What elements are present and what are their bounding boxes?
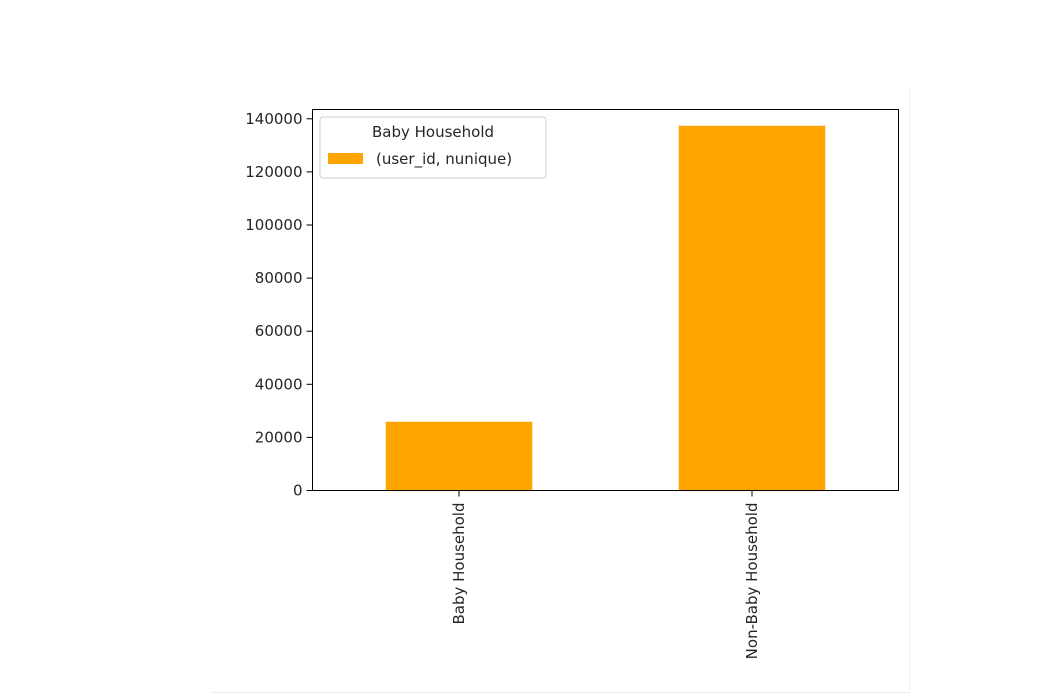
legend-title: Baby Household — [372, 123, 494, 141]
y-tick-label: 20000 — [255, 428, 303, 446]
y-tick-label: 140000 — [245, 110, 302, 128]
ticks-layer: 0 20000 40000 60000 80000 100000 120000 140000 B… — [245, 110, 761, 660]
y-tick-label: 40000 — [255, 375, 303, 393]
legend: Baby Household (user_id, nunique) — [319, 116, 547, 179]
bar — [385, 421, 533, 491]
legend-label: (user_id, nunique) — [376, 150, 512, 169]
x-tick-label: Non-Baby Household — [743, 503, 761, 660]
plot-frame — [312, 109, 899, 491]
y-tick-label: 60000 — [255, 322, 303, 340]
bars-layer — [385, 125, 826, 491]
y-tick-label: 80000 — [255, 269, 303, 287]
legend-swatch — [328, 153, 363, 164]
y-tick-label: 0 — [293, 482, 303, 500]
bar — [678, 125, 826, 491]
y-tick-label: 100000 — [245, 216, 302, 234]
y-tick-label: 120000 — [245, 163, 302, 181]
x-tick-label: Baby Household — [450, 503, 468, 625]
legend-box — [319, 116, 547, 179]
